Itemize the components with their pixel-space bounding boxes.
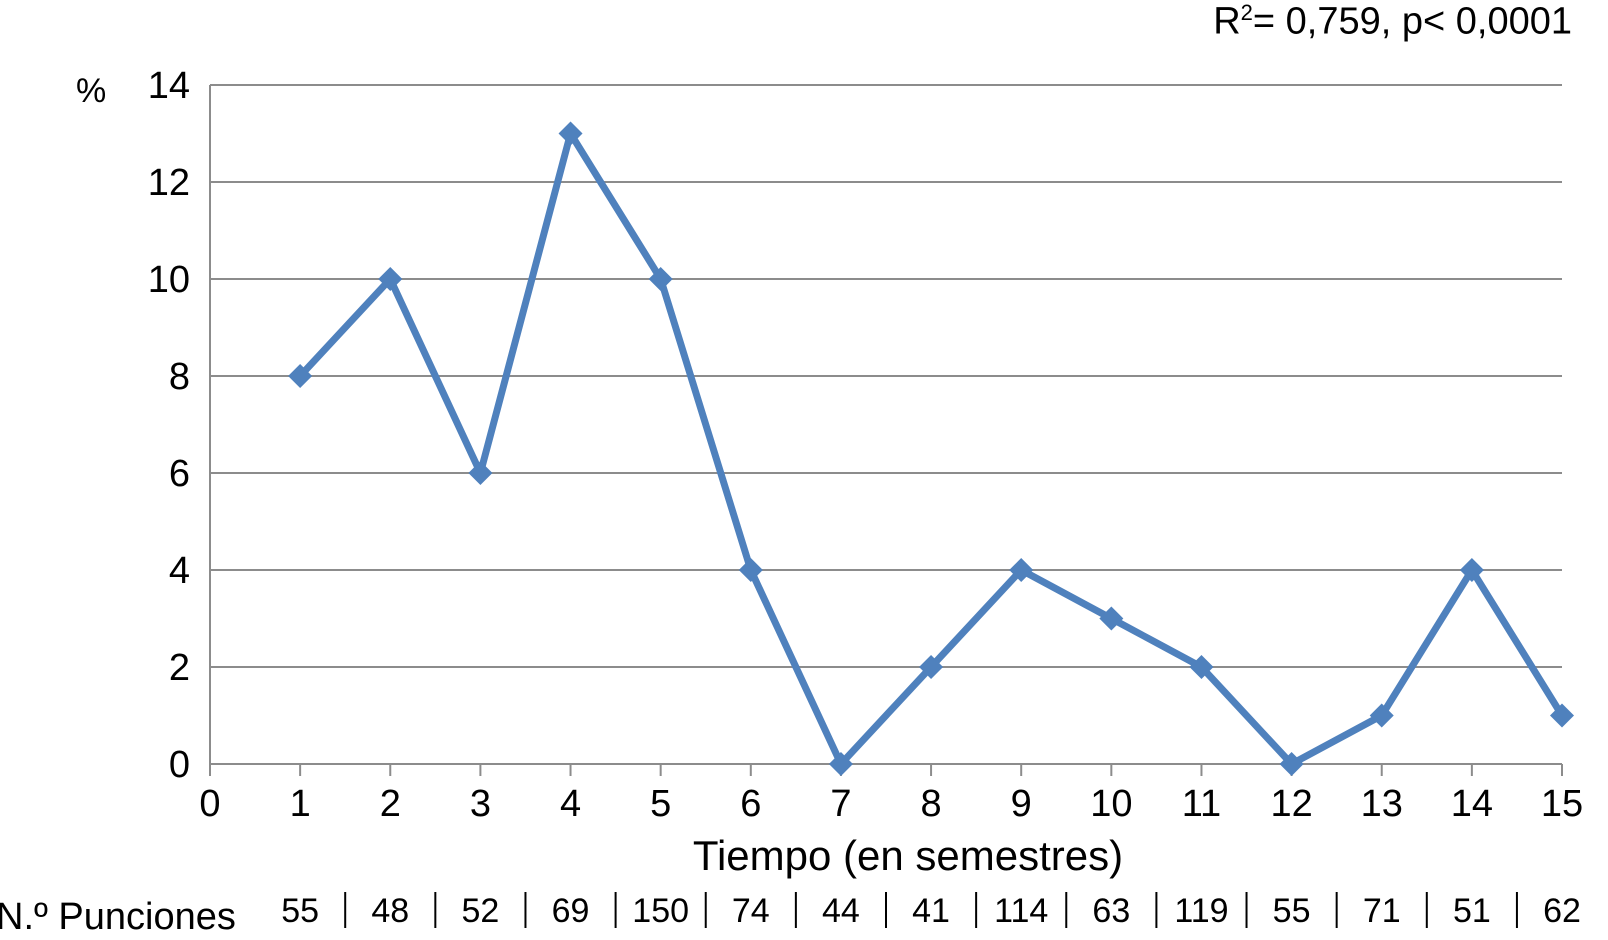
axes [209,85,1563,776]
y-axis-label: % [76,72,107,110]
annotation-suffix: = 0,759, p< 0,0001 [1252,0,1572,43]
punciones-label: N.º Punciones [0,896,236,938]
series-markers [288,121,1574,776]
x-tick-label: 9 [1011,783,1032,825]
punciones-value: 119 [1174,892,1228,930]
x-tick-labels: 0 1 2 3 4 5 6 7 8 9 10 11 12 13 14 15 [199,783,1583,825]
x-tick-label: 11 [1182,783,1221,825]
data-point-marker [558,121,583,146]
annotation-superscript: 2 [1240,0,1253,25]
y-tick-label: 10 [148,259,190,301]
x-tick-label: 4 [560,783,581,825]
punciones-value: 52 [461,892,499,930]
gridlines [210,84,1562,668]
stats-annotation: R2= 0,759, p< 0,0001 [1213,0,1572,44]
data-point-marker [738,558,763,582]
punciones-value: 114 [994,892,1048,930]
x-tick-label: 0 [199,783,220,825]
data-point-marker [1550,703,1574,728]
x-tick-label: 14 [1451,783,1493,825]
y-tick-label: 8 [169,356,190,398]
punciones-value: 55 [1273,892,1311,930]
data-point-marker [1279,752,1304,776]
punciones-value: 74 [732,892,770,930]
data-point-marker [1369,703,1394,728]
x-tick-label: 10 [1090,783,1132,825]
x-tick-label: 3 [470,783,491,825]
punciones-value: 51 [1453,892,1491,930]
x-tick-label: 7 [830,783,851,825]
punciones-value: 44 [822,892,860,930]
y-tick-label: 6 [169,453,190,495]
punciones-value: 41 [912,892,950,930]
punciones-value: 62 [1543,892,1581,930]
punciones-value: 63 [1092,892,1130,930]
data-point-marker [1009,558,1034,582]
data-point-marker [288,364,313,388]
x-tick-label: 1 [290,783,311,825]
x-tick-label: 2 [380,783,401,825]
data-point-marker [378,267,403,291]
x-tick-label: 5 [650,783,671,825]
data-point-marker [1099,606,1124,631]
x-tick-label: 8 [920,783,941,825]
y-tick-label: 0 [169,744,190,786]
x-axis-title: Tiempo (en semestres) [692,832,1124,879]
punciones-value: 69 [552,892,590,930]
x-tick-label: 13 [1361,783,1403,825]
x-tick-label: 6 [740,783,761,825]
data-point-marker [828,752,853,776]
data-point-marker [468,461,493,485]
data-point-marker [1459,558,1484,582]
punciones-value: 71 [1363,892,1401,930]
data-point-marker [1189,655,1214,679]
y-tick-labels: 0 2 4 6 8 10 12 14 [148,65,190,786]
punciones-value: 55 [281,892,319,930]
punciones-value: 48 [371,892,409,930]
y-tick-label: 4 [169,550,190,592]
y-tick-label: 14 [148,65,190,107]
y-tick-label: 12 [148,162,190,204]
data-point-marker [919,655,944,679]
y-tick-label: 2 [169,647,190,689]
x-tick-label: 12 [1270,783,1312,825]
x-tick-label: 15 [1541,783,1583,825]
punciones-row: 55 48 52 69 150 74 44 41 114 63 119 55 71 51 62 [281,892,1581,930]
annotation-prefix: R [1213,0,1241,43]
data-point-marker [648,267,673,291]
punciones-value: 150 [632,892,689,930]
